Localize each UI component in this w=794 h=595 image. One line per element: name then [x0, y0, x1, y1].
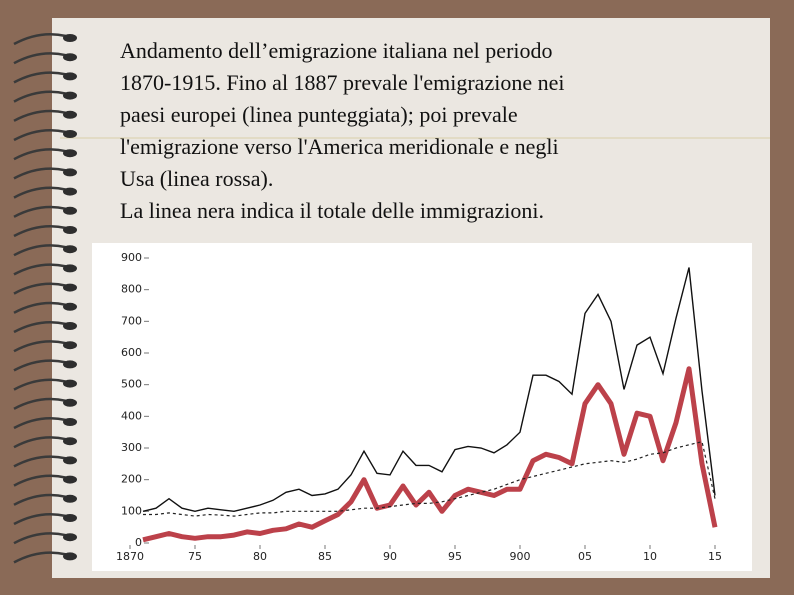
caption: Andamento dell’emigrazione italiana nel … [120, 38, 564, 223]
x-tick-label: 1870 [116, 550, 144, 563]
ring [13, 109, 67, 122]
caption-line: 1870-1915. Fino al 1887 prevale l'emigra… [120, 70, 564, 95]
ring-hole [63, 91, 77, 100]
y-tick-label: 800 [121, 283, 142, 296]
y-tick-label: 500 [121, 378, 142, 391]
ring-hole [63, 168, 77, 177]
ring [13, 186, 67, 199]
ring [13, 205, 67, 218]
ring-hole [63, 283, 77, 292]
ring [13, 148, 67, 161]
ring-hole [63, 34, 77, 42]
ring [13, 417, 67, 430]
ring-hole [63, 552, 77, 561]
ring-hole [63, 206, 77, 215]
ring [13, 340, 67, 353]
series-line [142, 366, 718, 543]
ring [13, 225, 67, 238]
ring-hole [63, 494, 77, 503]
ring-hole [63, 514, 77, 522]
ring [13, 436, 67, 449]
x-tick-label: 05 [578, 550, 592, 563]
ring [13, 263, 67, 276]
ring [13, 71, 67, 84]
ring [13, 244, 67, 257]
ring-hole [63, 149, 77, 158]
ring [13, 455, 67, 468]
ring [13, 493, 67, 506]
chart-area [92, 243, 752, 571]
series-line [142, 267, 716, 513]
ring-hole [63, 226, 77, 234]
ring [13, 90, 67, 103]
spiral [13, 33, 77, 564]
ring-hole [63, 341, 77, 350]
y-tick-label: 200 [121, 473, 142, 486]
ring-hole [63, 245, 77, 254]
ring-hole [63, 533, 77, 542]
ring-hole [63, 456, 77, 465]
ring [13, 513, 67, 526]
ring [13, 378, 67, 391]
caption-line: paesi europei (linea punteggiata); poi p… [120, 102, 518, 127]
ring [13, 532, 67, 545]
x-tick-label: 15 [708, 550, 722, 563]
ring-hole [63, 437, 77, 446]
y-tick-label: 900 [121, 251, 142, 264]
y-tick-label: 300 [121, 441, 142, 454]
ring-hole [63, 302, 77, 311]
caption-line: Andamento dell’emigrazione italiana nel … [120, 38, 553, 63]
x-tick-label: 900 [510, 550, 531, 563]
ring [13, 129, 67, 142]
x-tick-label: 85 [318, 550, 332, 563]
ring-hole [63, 360, 77, 369]
caption-line: Usa (linea rossa). [120, 166, 273, 191]
ring-hole [63, 53, 77, 62]
ring [13, 33, 67, 46]
ring-hole [63, 187, 77, 196]
ring-hole [63, 398, 77, 407]
caption-line: La linea nera indica il totale delle imm… [120, 198, 544, 223]
ring [13, 167, 67, 180]
caption-line: l'emigrazione verso l'America meridional… [120, 134, 559, 159]
y-tick-label: 100 [121, 504, 142, 517]
ring [13, 52, 67, 65]
ring-hole [63, 322, 77, 330]
ring-hole [63, 110, 77, 119]
ring [13, 301, 67, 314]
y-tick-label: 400 [121, 409, 142, 422]
ring [13, 359, 67, 372]
y-tick-label: 600 [121, 346, 142, 359]
x-tick-label: 75 [188, 550, 202, 563]
x-tick-label: 10 [643, 550, 657, 563]
ring [13, 397, 67, 410]
ring [13, 321, 67, 334]
ring-hole [63, 130, 77, 138]
ring-hole [63, 379, 77, 388]
chart: 0 100 200 300 400 500 600 700 800 900 1870 75 80 85 90… [116, 251, 722, 563]
ring-hole [63, 264, 77, 273]
ring-hole [63, 418, 77, 426]
ring [13, 551, 67, 564]
ring [13, 282, 67, 295]
x-tick-label: 80 [253, 550, 267, 563]
y-tick-label: 700 [121, 314, 142, 327]
y-tick-label: 0 [135, 536, 142, 549]
ring-hole [63, 475, 77, 484]
x-tick-label: 95 [448, 550, 462, 563]
ring [13, 474, 67, 487]
x-tick-label: 90 [383, 550, 397, 563]
ring-hole [63, 72, 77, 81]
